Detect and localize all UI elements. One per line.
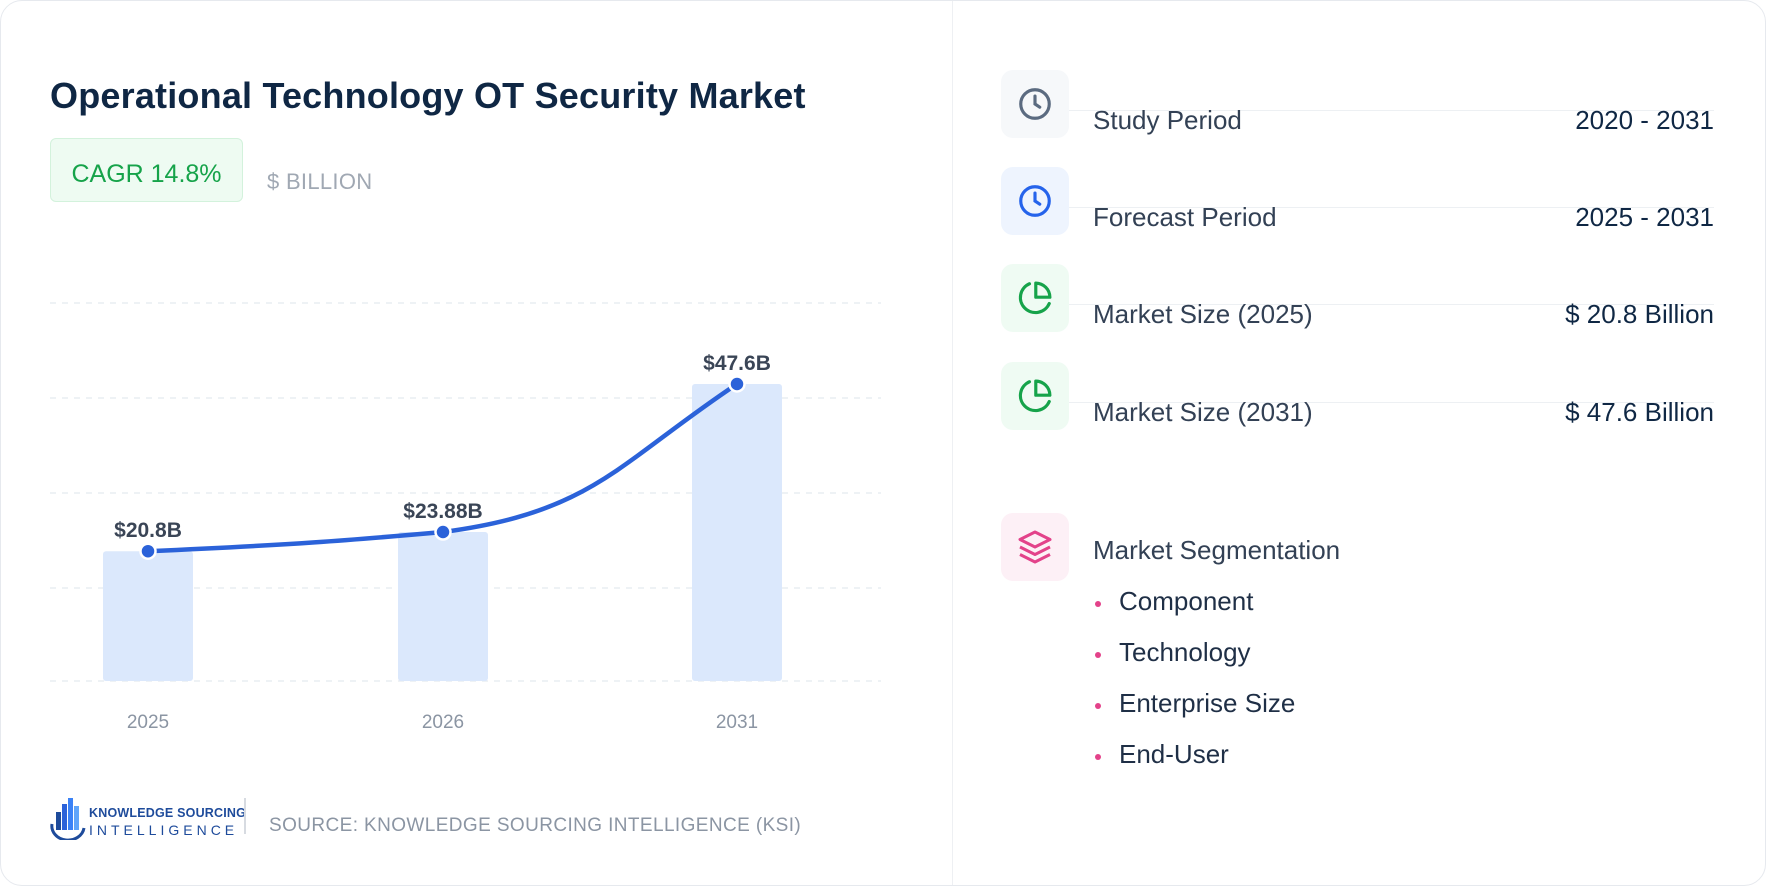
- bullet-dot: [1095, 601, 1101, 607]
- x-tick-label: 2026: [422, 712, 464, 733]
- stat-row-study-period: Study Period 2020 - 2031: [1001, 1, 1714, 138]
- stat-label: Market Size (2031): [1093, 397, 1313, 427]
- segment-label: Component: [1119, 586, 1254, 616]
- brand-line-2: INTELLIGENCE: [89, 822, 239, 838]
- data-point-2025: [139, 542, 157, 560]
- brand-divider: [244, 798, 246, 834]
- segment-label: Technology: [1119, 637, 1251, 667]
- ksi-logo-icon: [50, 798, 86, 842]
- bullet-dot: [1095, 754, 1101, 760]
- brand-logo: KNOWLEDGE SOURCING INTELLIGENCE: [50, 794, 246, 842]
- chart-panel: Operational Technology OT Security Marke…: [1, 1, 951, 885]
- bullet-dot: [1095, 703, 1101, 709]
- stat-label: Study Period: [1093, 105, 1242, 135]
- stat-value: $ 20.8 Billion: [1565, 299, 1714, 329]
- bar-chart: $20.8B 2025 $23.88B 2026 $47.6B 2031: [1, 281, 951, 751]
- stat-row-market-size-2031: Market Size (2031) $ 47.6 Billion: [1001, 293, 1714, 430]
- bar-2026: [398, 532, 488, 681]
- bar-2025: [103, 551, 193, 681]
- data-point-2031: [728, 375, 746, 393]
- unit-label: $ BILLION: [267, 169, 373, 194]
- data-label-2025: $20.8B: [114, 519, 182, 542]
- x-tick-label: 2031: [716, 712, 758, 733]
- list-item: Component: [1093, 586, 1295, 637]
- layers-icon: [1001, 513, 1069, 581]
- segment-label: End-User: [1119, 739, 1229, 769]
- data-label-2031: $47.6B: [703, 352, 771, 375]
- brand-line-1: KNOWLEDGE SOURCING: [89, 806, 247, 820]
- stat-label: Forecast Period: [1093, 202, 1277, 232]
- stat-value: 2020 - 2031: [1575, 105, 1714, 135]
- source-note: SOURCE: KNOWLEDGE SOURCING INTELLIGENCE …: [269, 815, 802, 836]
- chart-svg: $20.8B 2025 $23.88B 2026 $47.6B 2031: [50, 302, 881, 733]
- pie-chart-icon: [1001, 362, 1069, 430]
- list-item: Technology: [1093, 637, 1295, 688]
- stat-value: $ 47.6 Billion: [1565, 397, 1714, 427]
- pie-chart-icon: [1001, 264, 1069, 332]
- stat-value: 2025 - 2031: [1575, 202, 1714, 232]
- page-title: Operational Technology OT Security Marke…: [50, 75, 806, 116]
- bar-2031: [692, 384, 782, 681]
- data-point-2026: [434, 523, 452, 541]
- list-item: Enterprise Size: [1093, 688, 1295, 739]
- bullet-dot: [1095, 652, 1101, 658]
- panel-divider: [952, 1, 953, 885]
- clock-icon: [1001, 70, 1069, 138]
- list-item: End-User: [1093, 739, 1295, 790]
- segment-label: Enterprise Size: [1119, 688, 1296, 718]
- clock-icon: [1001, 167, 1069, 235]
- stat-label: Market Size (2025): [1093, 299, 1313, 329]
- segmentation-label: Market Segmentation: [1093, 535, 1341, 565]
- segmentation-list: Component Technology Enterprise Size End…: [1093, 586, 1295, 790]
- stat-row-forecast-period: Forecast Period 2025 - 2031: [1001, 98, 1714, 235]
- stat-row-market-size-2025: Market Size (2025) $ 20.8 Billion: [1001, 195, 1714, 332]
- cagr-badge: CAGR 14.8%: [50, 138, 243, 202]
- x-tick-label: 2025: [127, 712, 169, 733]
- stats-panel: Study Period 2020 - 2031 Forecast Period…: [953, 1, 1765, 885]
- data-label-2026: $23.88B: [403, 500, 482, 523]
